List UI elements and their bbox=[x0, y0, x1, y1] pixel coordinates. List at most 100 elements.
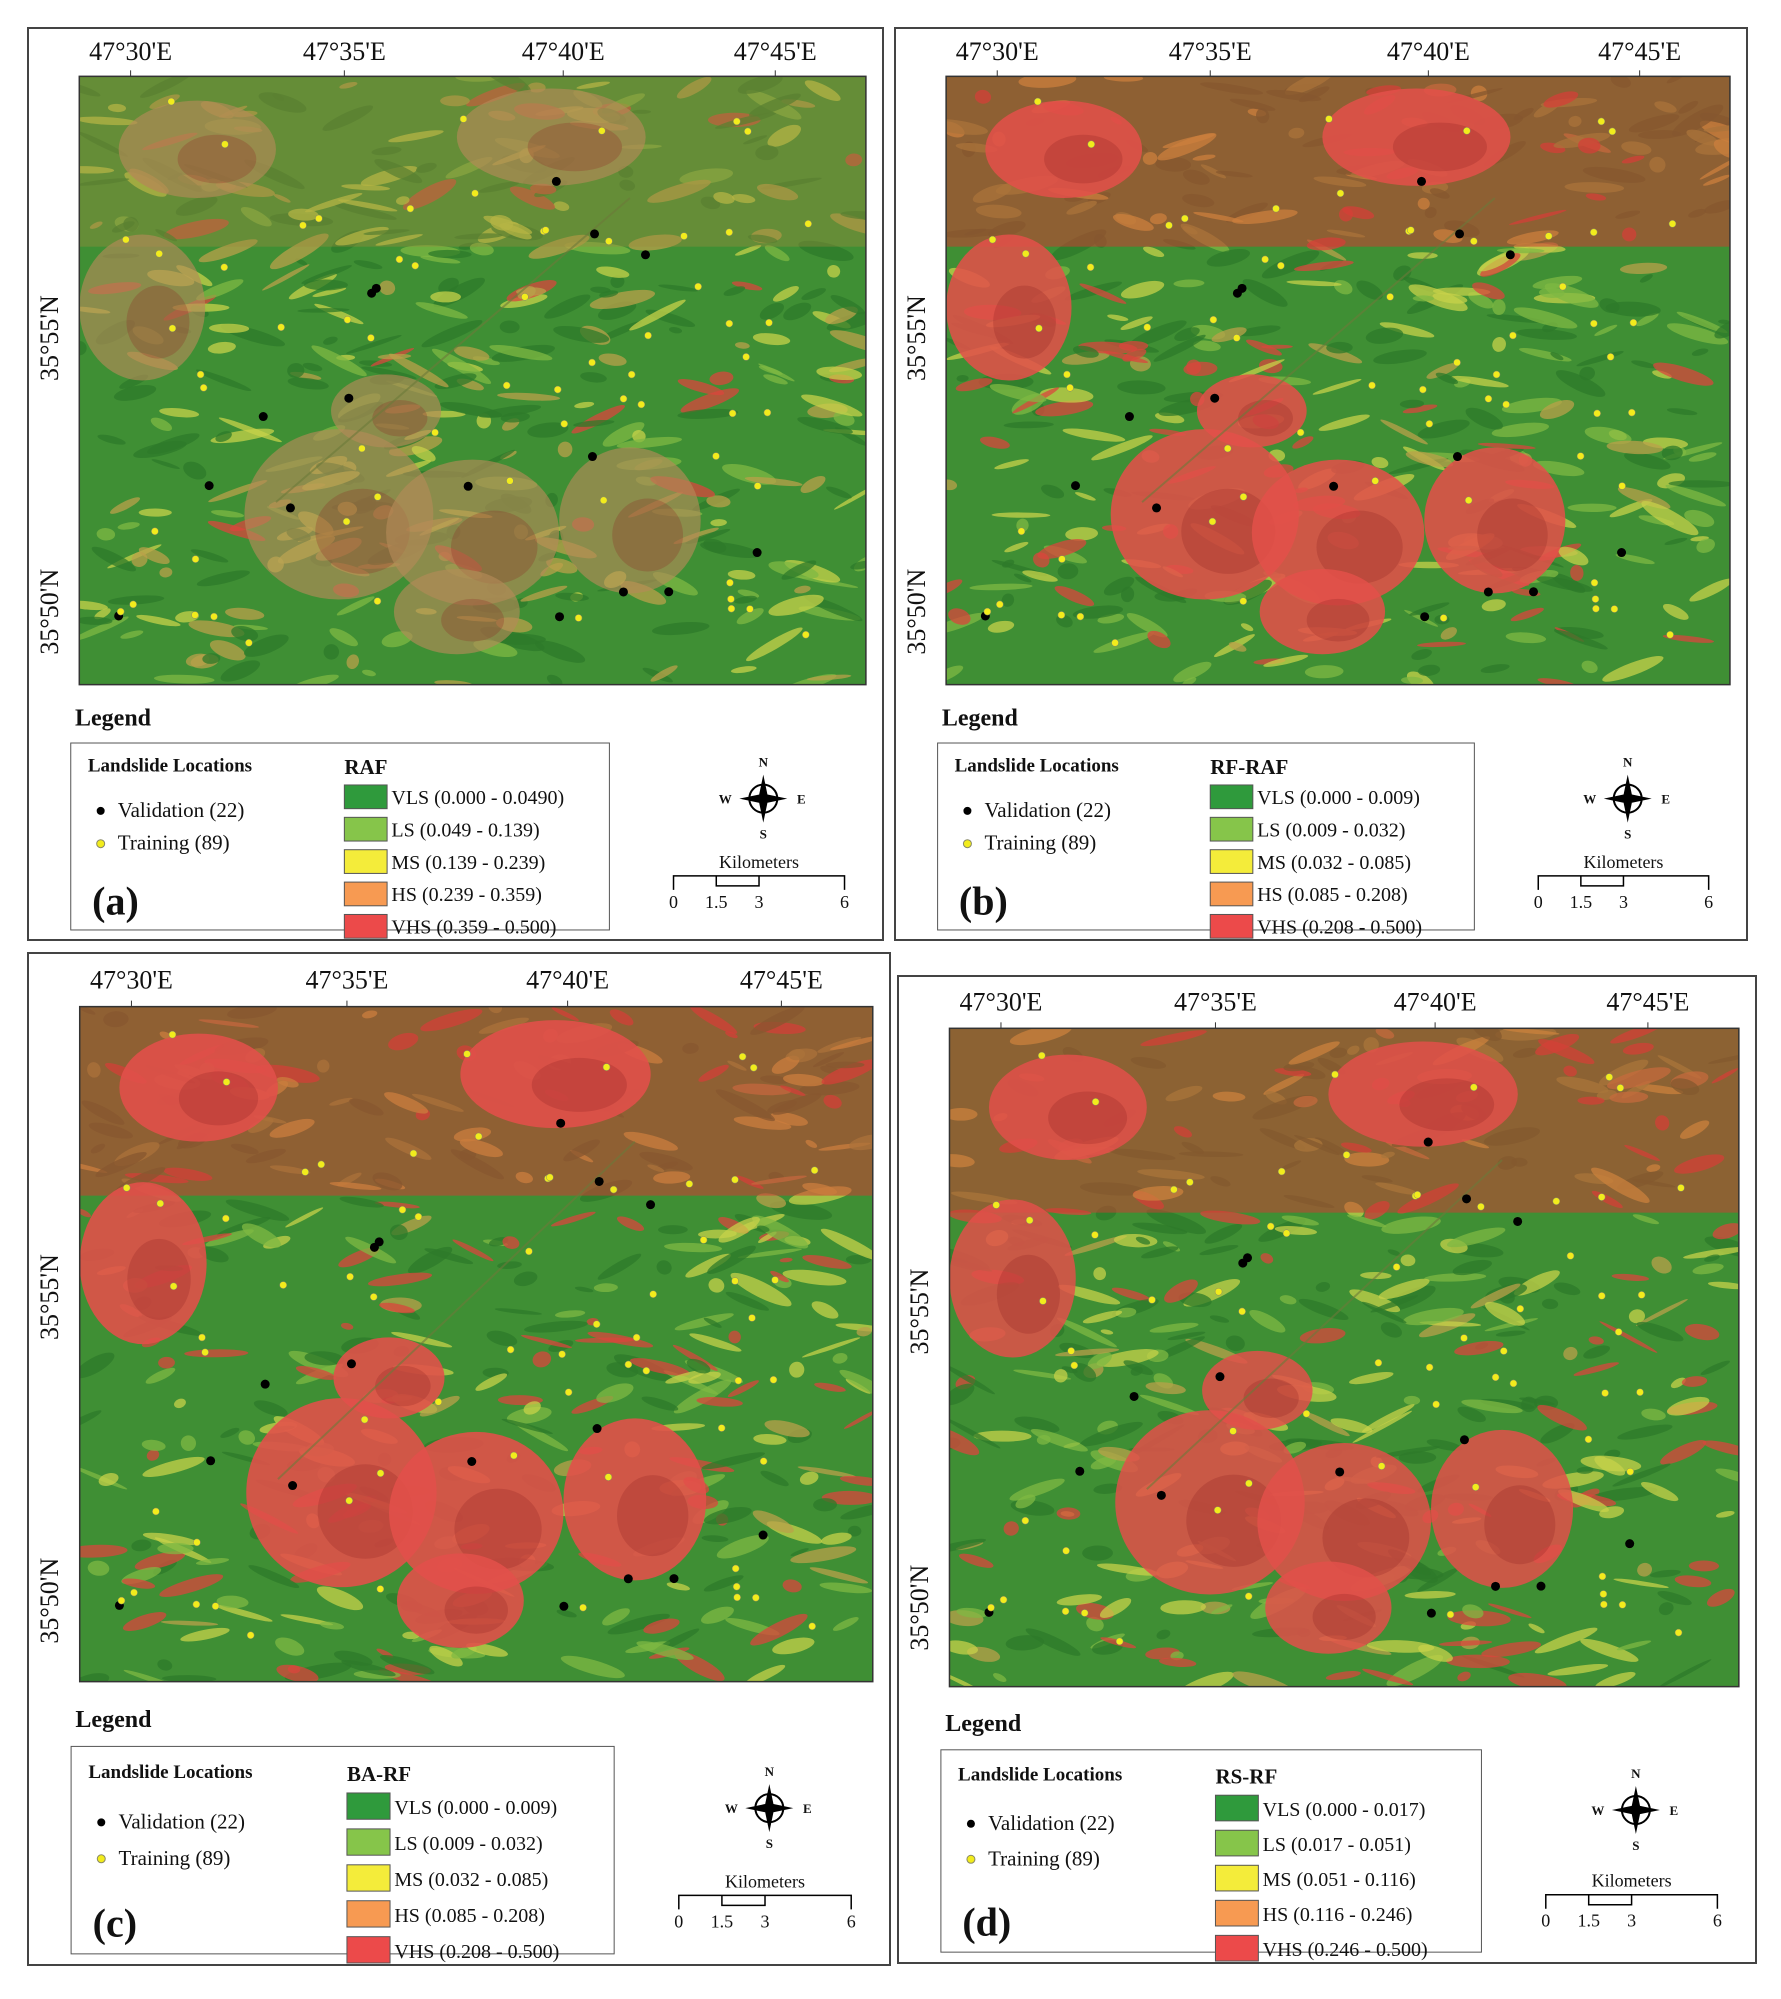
terrain bbox=[1505, 632, 1547, 644]
terrain bbox=[1206, 249, 1250, 267]
hill-shade bbox=[1322, 1498, 1410, 1578]
validation-point bbox=[1152, 503, 1162, 513]
terrain bbox=[285, 1207, 324, 1228]
training-point bbox=[1034, 97, 1042, 106]
terrain bbox=[1143, 246, 1165, 258]
terrain bbox=[287, 377, 329, 390]
training-point bbox=[541, 226, 550, 234]
hill bbox=[386, 459, 560, 606]
terrain bbox=[756, 183, 799, 201]
training-point bbox=[726, 578, 734, 587]
hill bbox=[1430, 1429, 1574, 1588]
hill bbox=[1265, 1561, 1392, 1654]
terrain bbox=[94, 608, 111, 620]
terrain bbox=[540, 562, 564, 577]
terrain bbox=[1167, 1331, 1206, 1341]
hill bbox=[396, 1553, 524, 1648]
scale-tick-label: 3 bbox=[1619, 892, 1628, 912]
scale-title: Kilometers bbox=[1592, 1871, 1672, 1891]
terrain bbox=[1446, 1654, 1510, 1669]
terrain bbox=[489, 344, 553, 361]
terrain bbox=[730, 1272, 792, 1307]
terrain bbox=[159, 567, 173, 578]
training-point bbox=[1584, 1435, 1593, 1444]
validation-point bbox=[559, 1601, 569, 1611]
validation-point bbox=[1423, 1137, 1433, 1147]
terrain bbox=[790, 1546, 857, 1564]
terrain bbox=[1457, 1406, 1486, 1423]
training-point bbox=[553, 385, 562, 394]
training-point bbox=[609, 1185, 618, 1194]
terrain bbox=[755, 145, 779, 161]
map-panel: 47°30'E 47°35'E 47°40'E 47°45'E 35°55'N 35°50… bbox=[27, 27, 884, 941]
terrain bbox=[1408, 284, 1468, 312]
training-point bbox=[988, 235, 997, 244]
hill bbox=[333, 1337, 445, 1419]
training-point bbox=[1213, 1506, 1222, 1514]
hill-shade bbox=[450, 510, 538, 584]
terrain bbox=[587, 1331, 654, 1348]
terrain bbox=[1158, 1657, 1197, 1667]
terrain bbox=[781, 560, 817, 580]
terrain bbox=[636, 1641, 694, 1661]
hill-shade bbox=[444, 1586, 508, 1634]
training-point bbox=[409, 1149, 418, 1158]
validation-point bbox=[1617, 548, 1627, 558]
terrain bbox=[1053, 1369, 1068, 1383]
compass-label: E bbox=[1670, 1803, 1679, 1818]
training-point bbox=[168, 1030, 177, 1039]
terrain bbox=[145, 1367, 176, 1384]
training-point bbox=[198, 1333, 206, 1342]
terrain bbox=[847, 1525, 862, 1537]
terrain bbox=[1362, 1404, 1415, 1433]
terrain bbox=[1211, 1604, 1233, 1614]
terrain bbox=[121, 1578, 156, 1589]
training-point bbox=[376, 1469, 385, 1477]
terrain bbox=[830, 213, 866, 235]
terrain bbox=[553, 201, 570, 211]
terrain bbox=[339, 81, 358, 89]
terrain bbox=[280, 1614, 334, 1626]
ridge-line bbox=[275, 197, 631, 503]
terrain bbox=[1153, 334, 1206, 362]
training-point bbox=[802, 630, 810, 639]
class-swatch bbox=[1209, 849, 1254, 874]
terrain bbox=[770, 1270, 789, 1283]
terrain bbox=[1041, 484, 1065, 499]
terrain bbox=[196, 279, 244, 301]
training-point bbox=[211, 1602, 220, 1610]
validation-point bbox=[369, 1242, 379, 1252]
terrain bbox=[641, 1396, 679, 1411]
terrain bbox=[220, 660, 261, 682]
scale-bar bbox=[678, 1894, 852, 1910]
terrain bbox=[1661, 445, 1683, 461]
terrain bbox=[1541, 1298, 1559, 1310]
terrain bbox=[1146, 1209, 1206, 1235]
terrain bbox=[500, 294, 548, 309]
terrain bbox=[737, 76, 783, 94]
training-point bbox=[574, 614, 583, 622]
training-point bbox=[1170, 1185, 1178, 1194]
terrain bbox=[1164, 1279, 1198, 1303]
terrain bbox=[1481, 599, 1506, 612]
terrain bbox=[1550, 352, 1564, 361]
training-point bbox=[753, 482, 762, 490]
terrain bbox=[1704, 1254, 1720, 1262]
hill-shade bbox=[126, 285, 190, 359]
training-point bbox=[1484, 395, 1493, 403]
terrain bbox=[1072, 605, 1123, 619]
terrain bbox=[322, 105, 374, 131]
training-point bbox=[346, 1272, 354, 1281]
panel-label: (a) bbox=[92, 878, 139, 923]
class-label: VHS (0.359 - 0.500) bbox=[391, 917, 556, 939]
compass bbox=[1611, 1786, 1660, 1835]
terrain bbox=[1454, 1340, 1504, 1356]
terrain bbox=[631, 109, 652, 114]
terrain bbox=[1193, 340, 1221, 352]
terrain bbox=[1093, 1267, 1107, 1281]
terrain bbox=[1225, 1335, 1245, 1352]
training-point bbox=[196, 370, 205, 379]
map-border bbox=[948, 1027, 1740, 1688]
terrain bbox=[756, 1193, 787, 1209]
lat-label: 35°55'N bbox=[35, 1254, 64, 1340]
